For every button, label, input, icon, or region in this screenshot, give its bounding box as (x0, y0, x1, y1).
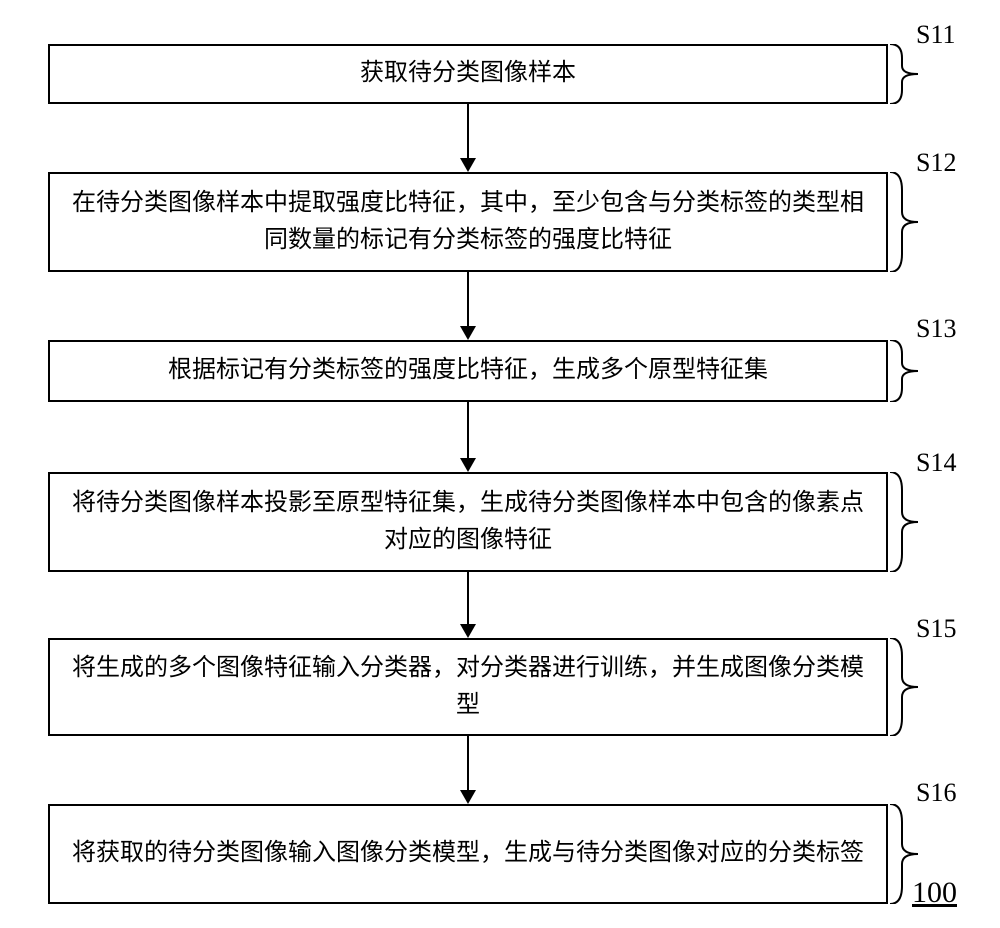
step-s11: 获取待分类图像样本 (48, 44, 888, 104)
step-s14-text: 将待分类图像样本投影至原型特征集，生成待分类图像样本中包含的像素点对应的图像特征 (68, 485, 868, 559)
label-s14: S14 (916, 448, 956, 478)
label-s13: S13 (916, 314, 956, 344)
brace-s14 (888, 472, 922, 572)
figure-number: 100 (912, 876, 957, 910)
flowchart-canvas: 获取待分类图像样本 S11 在待分类图像样本中提取强度比特征，其中，至少包含与分… (0, 0, 1000, 928)
brace-s15 (888, 638, 922, 736)
step-s13: 根据标记有分类标签的强度比特征，生成多个原型特征集 (48, 340, 888, 402)
brace-s11 (888, 44, 922, 104)
step-s12: 在待分类图像样本中提取强度比特征，其中，至少包含与分类标签的类型相同数量的标记有… (48, 172, 888, 272)
label-s11: S11 (916, 20, 956, 50)
step-s16-text: 将获取的待分类图像输入图像分类模型，生成与待分类图像对应的分类标签 (72, 835, 864, 872)
step-s14: 将待分类图像样本投影至原型特征集，生成待分类图像样本中包含的像素点对应的图像特征 (48, 472, 888, 572)
step-s12-text: 在待分类图像样本中提取强度比特征，其中，至少包含与分类标签的类型相同数量的标记有… (68, 185, 868, 259)
label-s15: S15 (916, 614, 956, 644)
brace-s13 (888, 340, 922, 402)
step-s11-text: 获取待分类图像样本 (360, 55, 576, 92)
brace-s12 (888, 172, 922, 272)
step-s13-text: 根据标记有分类标签的强度比特征，生成多个原型特征集 (168, 352, 768, 389)
label-s16: S16 (916, 778, 956, 808)
step-s16: 将获取的待分类图像输入图像分类模型，生成与待分类图像对应的分类标签 (48, 804, 888, 904)
step-s15: 将生成的多个图像特征输入分类器，对分类器进行训练，并生成图像分类模型 (48, 638, 888, 736)
step-s15-text: 将生成的多个图像特征输入分类器，对分类器进行训练，并生成图像分类模型 (68, 650, 868, 724)
label-s12: S12 (916, 148, 956, 178)
